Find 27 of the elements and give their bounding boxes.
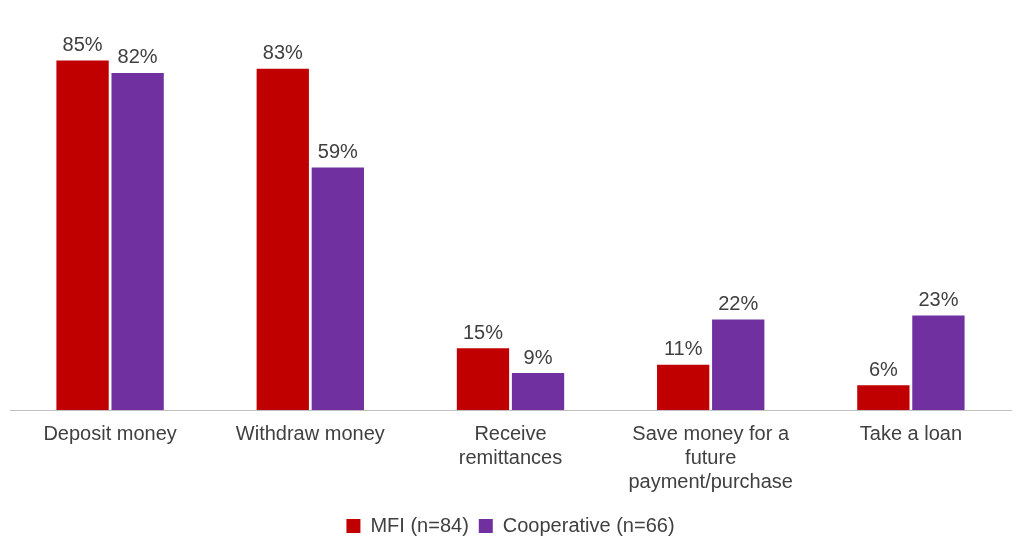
data-label: 6% [868, 357, 899, 380]
bar [456, 348, 510, 410]
bar [912, 315, 965, 410]
x-tick-label: Deposit money [43, 421, 177, 444]
bar [111, 72, 164, 410]
legend-label: Cooperative (n=66) [502, 513, 675, 536]
data-label: 23% [918, 287, 959, 310]
data-label: 83% [262, 41, 303, 64]
data-label: 85% [62, 33, 103, 56]
bar [256, 68, 309, 410]
x-tick-label: Receive remittances [458, 421, 563, 468]
bar [857, 385, 910, 410]
data-label: 9% [523, 345, 553, 368]
legend-label: MFI (n=84) [370, 513, 469, 536]
data-label: 22% [718, 292, 759, 315]
data-label: 15% [462, 320, 504, 343]
x-tick-label: Withdraw money [235, 421, 385, 444]
bar [311, 167, 364, 410]
x-tick-label: Save money for a future payment/purchase [628, 421, 793, 492]
data-label: 11% [663, 337, 703, 360]
bar [511, 373, 565, 410]
x-tick-label: Take a loan [859, 421, 963, 444]
bar [657, 364, 710, 410]
data-label: 59% [317, 139, 359, 162]
bar [712, 319, 765, 410]
data-label: 82% [117, 45, 158, 68]
bar [56, 60, 109, 410]
